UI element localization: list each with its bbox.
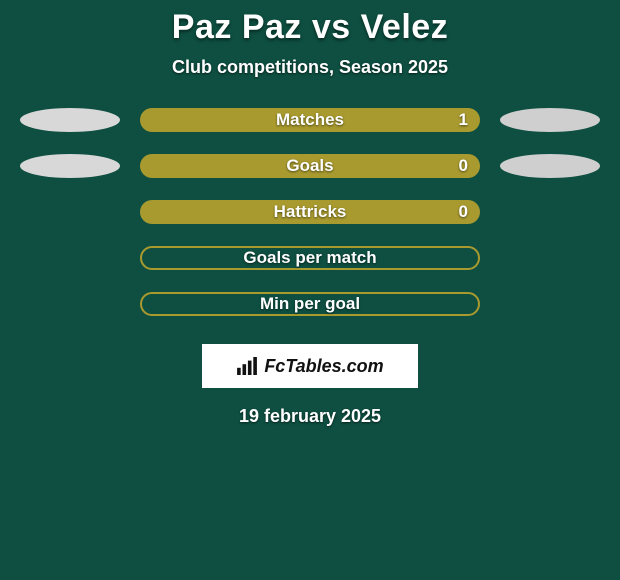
page-subtitle: Club competitions, Season 2025 [0,57,620,78]
right-oval-icon [500,108,600,132]
stat-bar: Min per goal [140,292,480,316]
stat-label: Hattricks [274,202,347,222]
stat-bar: Goals per match [140,246,480,270]
right-oval-icon [500,200,600,224]
bar-chart-icon [236,357,258,375]
stat-label: Matches [276,110,344,130]
left-oval-icon [20,200,120,224]
footer-date: 19 february 2025 [0,406,620,427]
stat-rows: Matches 1 Goals 0 Hattricks 0 Goals per match M… [0,108,620,316]
left-oval-icon [20,246,120,270]
stat-bar: Hattricks 0 [140,200,480,224]
stat-label: Min per goal [260,294,360,314]
stat-label: Goals per match [243,248,376,268]
stat-row: Min per goal [0,292,620,316]
left-oval-icon [20,154,120,178]
right-oval-icon [500,246,600,270]
stat-bar: Matches 1 [140,108,480,132]
stat-row: Goals per match [0,246,620,270]
right-oval-icon [500,292,600,316]
stat-row: Matches 1 [0,108,620,132]
stat-value: 0 [459,202,468,222]
stat-label: Goals [286,156,333,176]
stat-row: Goals 0 [0,154,620,178]
right-oval-icon [500,154,600,178]
left-oval-icon [20,292,120,316]
left-oval-icon [20,108,120,132]
logo-text: FcTables.com [264,356,383,377]
comparison-card: Paz Paz vs Velez Club competitions, Seas… [0,0,620,580]
logo-box: FcTables.com [202,344,418,388]
stat-value: 1 [459,110,468,130]
stat-bar: Goals 0 [140,154,480,178]
page-title: Paz Paz vs Velez [0,8,620,47]
stat-row: Hattricks 0 [0,200,620,224]
stat-value: 0 [459,156,468,176]
